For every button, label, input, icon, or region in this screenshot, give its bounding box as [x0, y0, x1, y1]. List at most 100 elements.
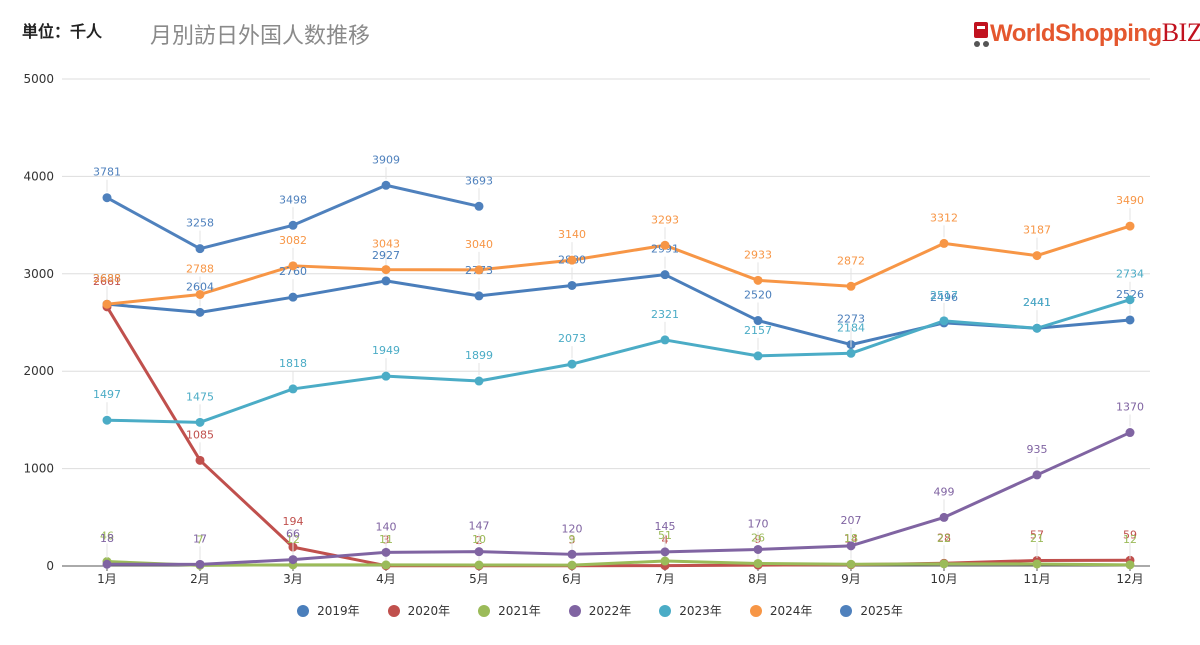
legend-swatch	[478, 604, 491, 617]
data-point-2025	[288, 220, 298, 230]
legend-item[interactable]: 2022年	[568, 602, 631, 619]
data-point-2024	[660, 240, 670, 250]
legend-label: 2020年	[407, 604, 451, 618]
data-label-2023: 2073	[558, 332, 586, 345]
data-label-2022: 1370	[1116, 401, 1144, 414]
brand-logo: WorldShoppingBIZ	[972, 12, 1200, 54]
legend-item[interactable]: 2019年	[297, 602, 360, 619]
data-point-2025	[381, 180, 391, 190]
series-line-2024	[105, 224, 1132, 306]
data-point-2023	[195, 417, 205, 427]
data-label-2021: 7	[197, 533, 204, 546]
legend-swatch	[387, 604, 400, 617]
series-line-2023	[105, 298, 1132, 424]
data-label-2024: 3040	[465, 238, 493, 251]
legend-item[interactable]: 2024年	[749, 602, 813, 619]
x-tick-label: 10月	[930, 572, 957, 586]
data-point-2019	[567, 280, 577, 290]
legend-item[interactable]: 2025年	[840, 602, 903, 619]
data-point-2022	[660, 547, 670, 557]
x-tick-label: 3月	[283, 572, 303, 586]
data-label-2021: 12	[286, 533, 300, 546]
data-point-2025	[102, 193, 112, 203]
data-label-2019: 2688	[93, 272, 121, 285]
data-label-2021: 22	[937, 532, 951, 545]
data-point-2019	[753, 316, 763, 326]
data-label-2019: 2273	[837, 313, 865, 326]
data-label-2024: 2872	[837, 254, 865, 267]
data-point-2023	[939, 316, 949, 326]
x-tick-label: 8月	[748, 572, 768, 586]
data-label-2019: 2526	[1116, 288, 1144, 301]
data-label-2023: 1818	[279, 357, 307, 370]
shopping-cart-icon	[974, 22, 989, 47]
data-label-2024: 3043	[372, 238, 400, 251]
data-point-2022	[567, 549, 577, 559]
data-point-2021	[753, 558, 763, 568]
data-label-2022: 145	[655, 520, 676, 533]
y-tick-label: 1000	[23, 462, 54, 476]
data-label-2024: 3293	[651, 213, 679, 226]
data-point-2024	[567, 255, 577, 265]
data-label-2023: 1497	[93, 388, 121, 401]
data-label-2024: 3140	[558, 228, 586, 241]
data-label-2023: 1949	[372, 344, 400, 357]
legend-item[interactable]: 2023年	[659, 602, 722, 619]
data-point-2023	[567, 359, 577, 369]
data-point-2022	[1125, 428, 1135, 438]
data-label-2025: 3781	[93, 166, 121, 179]
data-point-2023	[381, 371, 391, 381]
data-point-2023	[102, 415, 112, 425]
chart-legend: 2019年 2020年 2021年 2022年 2023年 2024年 2025年	[0, 602, 1200, 619]
logo-biz: BIZ	[1161, 18, 1200, 47]
legend-item[interactable]: 2020年	[387, 602, 451, 619]
data-point-2024	[102, 299, 112, 309]
data-point-2024	[939, 238, 949, 248]
legend-label: 2023年	[679, 604, 722, 618]
data-label-2019: 2496	[930, 291, 958, 304]
data-label-2021: 46	[100, 530, 114, 543]
y-tick-label: 5000	[23, 72, 54, 86]
legend-label: 2025年	[860, 604, 903, 618]
logo-wordmark: WorldShoppingBIZ	[990, 18, 1200, 48]
data-label-2022: 935	[1027, 443, 1048, 456]
data-point-2019	[381, 276, 391, 286]
data-label-2023: 2517	[930, 289, 958, 302]
data-point-2024	[195, 289, 205, 299]
data-point-2021	[939, 559, 949, 569]
data-point-2024	[381, 265, 391, 275]
data-point-2022	[846, 541, 856, 551]
legend-swatch	[659, 604, 672, 617]
data-point-2021	[660, 556, 670, 566]
data-label-2024: 3082	[279, 234, 307, 247]
data-label-2021: 12	[1123, 533, 1137, 546]
chart-title: 月別訪日外国人数推移	[150, 24, 371, 49]
legend-item[interactable]: 2021年	[478, 602, 541, 619]
data-point-2023	[474, 376, 484, 386]
data-label-2023: 2441	[1023, 296, 1051, 309]
data-label-2024: 2788	[186, 262, 214, 275]
data-label-2020: 1085	[186, 428, 214, 441]
x-tick-label: 11月	[1023, 572, 1050, 586]
y-tick-label: 3000	[23, 267, 54, 281]
legend-label: 2024年	[769, 604, 813, 618]
data-point-2023	[660, 335, 670, 345]
legend-swatch	[568, 604, 581, 617]
data-point-2023	[1032, 323, 1042, 333]
data-label-2024: 3312	[930, 211, 958, 224]
data-label-2023: 1475	[186, 390, 214, 403]
data-label-2022: 147	[469, 520, 490, 533]
data-point-2023	[846, 348, 856, 358]
data-label-2025: 3693	[465, 174, 493, 187]
line-chart: 0 1000 2000 3000 4000 5000 1月 2月 3月 4月 5月 6月 7月 8月 9月 1…	[23, 72, 1150, 586]
data-point-2024	[1125, 221, 1135, 231]
data-point-2024	[474, 265, 484, 275]
unit-label: 単位：千人	[22, 22, 103, 41]
data-point-2022	[474, 547, 484, 557]
data-label-2023: 2157	[744, 324, 772, 337]
data-point-2025	[474, 201, 484, 211]
data-label-2020: 28	[937, 531, 951, 544]
legend-label: 2019年	[317, 604, 360, 618]
data-label-2022: 120	[562, 522, 583, 535]
data-label-2023: 1899	[465, 349, 493, 362]
